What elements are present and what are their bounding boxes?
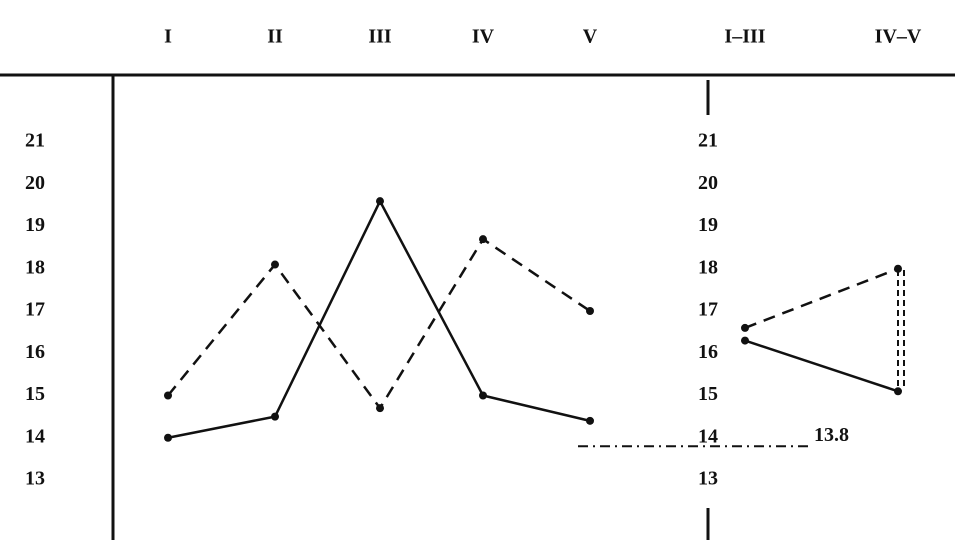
x-category-label: III — [368, 26, 392, 48]
y-tick-label: 13 — [698, 468, 718, 490]
y-tick-label: 17 — [25, 299, 45, 321]
reference-label: 13.8 — [814, 424, 849, 446]
point — [894, 387, 902, 395]
point — [586, 307, 594, 315]
x-category-label: V — [583, 26, 598, 48]
point — [164, 434, 172, 442]
series-line — [168, 239, 590, 408]
point — [376, 404, 384, 412]
y-tick-label: 15 — [25, 383, 45, 405]
x-category-label: I — [164, 26, 172, 48]
y-tick-label: 21 — [698, 130, 718, 152]
point — [894, 265, 902, 273]
y-tick-label: 20 — [698, 172, 718, 194]
y-tick-label: 19 — [25, 214, 45, 236]
x-category-label: IV–V — [875, 26, 922, 48]
point — [271, 261, 279, 269]
series-line — [745, 341, 898, 392]
point — [376, 197, 384, 205]
series-line — [745, 269, 898, 328]
series-line — [168, 201, 590, 438]
point — [479, 392, 487, 400]
point — [164, 392, 172, 400]
y-tick-label: 15 — [698, 383, 718, 405]
y-tick-label: 18 — [698, 256, 718, 278]
y-tick-label: 13 — [25, 468, 45, 490]
point — [271, 413, 279, 421]
y-tick-label: 21 — [25, 130, 45, 152]
chart: 131415161718192021IIIIIIIVV1314151617181… — [0, 0, 955, 540]
y-tick-label: 17 — [698, 299, 718, 321]
point — [479, 235, 487, 243]
x-category-label: IV — [472, 26, 495, 48]
y-tick-label: 18 — [25, 256, 45, 278]
y-tick-label: 14 — [25, 425, 45, 447]
y-tick-label: 19 — [698, 214, 718, 236]
point — [741, 337, 749, 345]
x-category-label: I–III — [724, 26, 765, 48]
y-tick-label: 20 — [25, 172, 45, 194]
y-tick-label: 16 — [698, 341, 718, 363]
y-tick-label: 16 — [25, 341, 45, 363]
y-tick-label: 14 — [698, 425, 718, 447]
x-category-label: II — [267, 26, 283, 48]
point — [586, 417, 594, 425]
point — [741, 324, 749, 332]
